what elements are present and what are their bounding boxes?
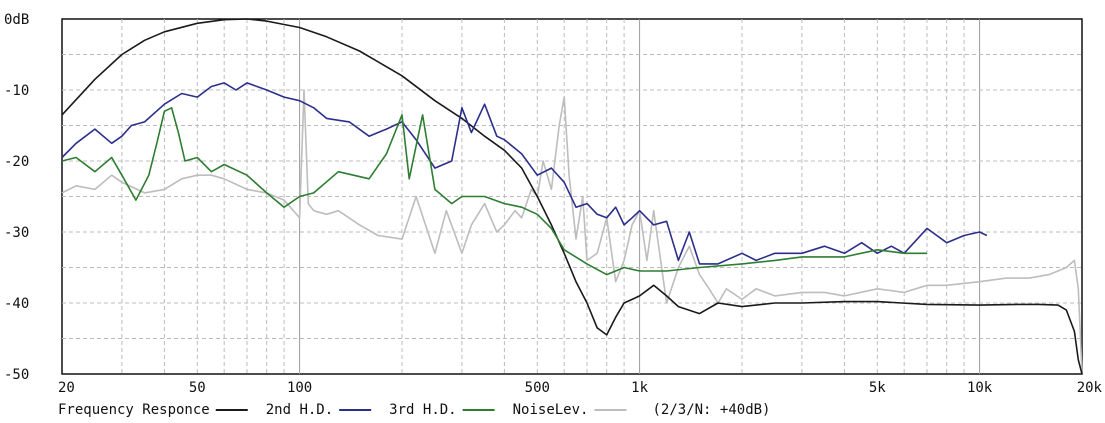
legend-label: 2nd H.D. <box>266 402 333 418</box>
y-tick-label: -50 <box>4 367 29 383</box>
legend-label: Frequency Responce <box>58 402 210 418</box>
legend-label: 3rd H.D. <box>389 402 456 418</box>
x-tick-label: 50 <box>189 380 206 396</box>
x-tick-label: 10k <box>967 380 993 396</box>
series-line-2nd-h-d <box>61 82 988 265</box>
x-tick-label: 100 <box>287 380 312 396</box>
legend-label: NoiseLev. <box>513 402 589 418</box>
series-line-frequency-responce <box>61 18 1083 375</box>
y-tick-label: -20 <box>4 154 29 170</box>
y-axis-tick-labels: 0dB -10 -20 -30 -40 -50 <box>4 12 29 383</box>
series-line-3rd-h-d <box>61 107 927 276</box>
x-tick-label: 500 <box>525 380 550 396</box>
legend: Frequency Responce 2nd H.D. 3rd H.D. NoiseL… <box>58 402 771 418</box>
legend-note: (2/3/N: +40dB) <box>652 402 770 418</box>
series-line-noiselev <box>61 89 1083 375</box>
x-tick-label: 20k <box>1077 380 1103 396</box>
x-tick-label: 5k <box>869 380 886 396</box>
y-tick-label: -30 <box>4 225 29 241</box>
x-tick-label: 1k <box>631 380 648 396</box>
series-layer <box>61 18 1083 375</box>
x-axis-tick-labels: 20 50 100 500 1k 5k 10k 20k <box>58 380 1103 396</box>
y-tick-label: 0dB <box>4 12 29 28</box>
x-tick-label: 20 <box>58 380 75 396</box>
y-tick-label: -10 <box>4 83 29 99</box>
y-tick-label: -40 <box>4 296 29 312</box>
